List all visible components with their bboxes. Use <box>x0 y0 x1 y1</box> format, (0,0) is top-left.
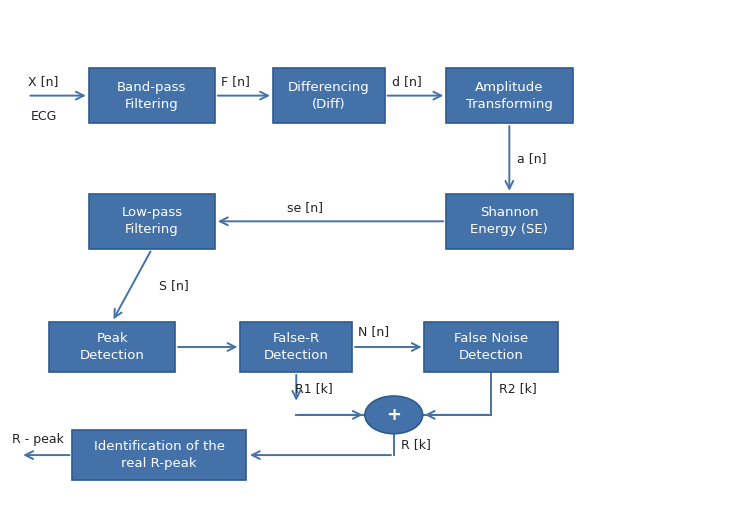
FancyBboxPatch shape <box>446 194 573 249</box>
FancyBboxPatch shape <box>72 430 245 480</box>
Text: Band-pass
Filtering: Band-pass Filtering <box>117 81 186 111</box>
Text: Low-pass
Filtering: Low-pass Filtering <box>122 206 182 236</box>
Text: Shannon
Energy (SE): Shannon Energy (SE) <box>470 206 548 236</box>
Text: ECG: ECG <box>31 110 57 123</box>
Text: False Noise
Detection: False Noise Detection <box>454 332 528 362</box>
Text: +: + <box>386 406 401 424</box>
Text: se [n]: se [n] <box>287 201 324 214</box>
Text: N [n]: N [n] <box>358 325 389 338</box>
FancyBboxPatch shape <box>273 68 385 123</box>
Text: F [n]: F [n] <box>221 75 250 88</box>
Text: R [k]: R [k] <box>401 438 431 451</box>
Text: S [n]: S [n] <box>159 279 189 292</box>
Text: X [n]: X [n] <box>27 75 58 88</box>
Text: R2 [k]: R2 [k] <box>498 382 537 395</box>
Text: Amplitude
Transforming: Amplitude Transforming <box>466 81 553 111</box>
Text: R1 [k]: R1 [k] <box>295 382 332 395</box>
FancyBboxPatch shape <box>240 322 352 372</box>
FancyBboxPatch shape <box>88 68 215 123</box>
FancyBboxPatch shape <box>49 322 175 372</box>
Text: a [n]: a [n] <box>517 152 546 165</box>
Text: False-R
Detection: False-R Detection <box>264 332 329 362</box>
Text: R - peak: R - peak <box>12 433 63 446</box>
FancyBboxPatch shape <box>88 194 215 249</box>
Ellipse shape <box>365 396 423 433</box>
Text: Peak
Detection: Peak Detection <box>80 332 144 362</box>
Text: Differencing
(Diff): Differencing (Diff) <box>288 81 370 111</box>
Text: d [n]: d [n] <box>392 75 422 88</box>
FancyBboxPatch shape <box>446 68 573 123</box>
Text: Identification of the
real R-peak: Identification of the real R-peak <box>94 440 225 470</box>
FancyBboxPatch shape <box>425 322 558 372</box>
